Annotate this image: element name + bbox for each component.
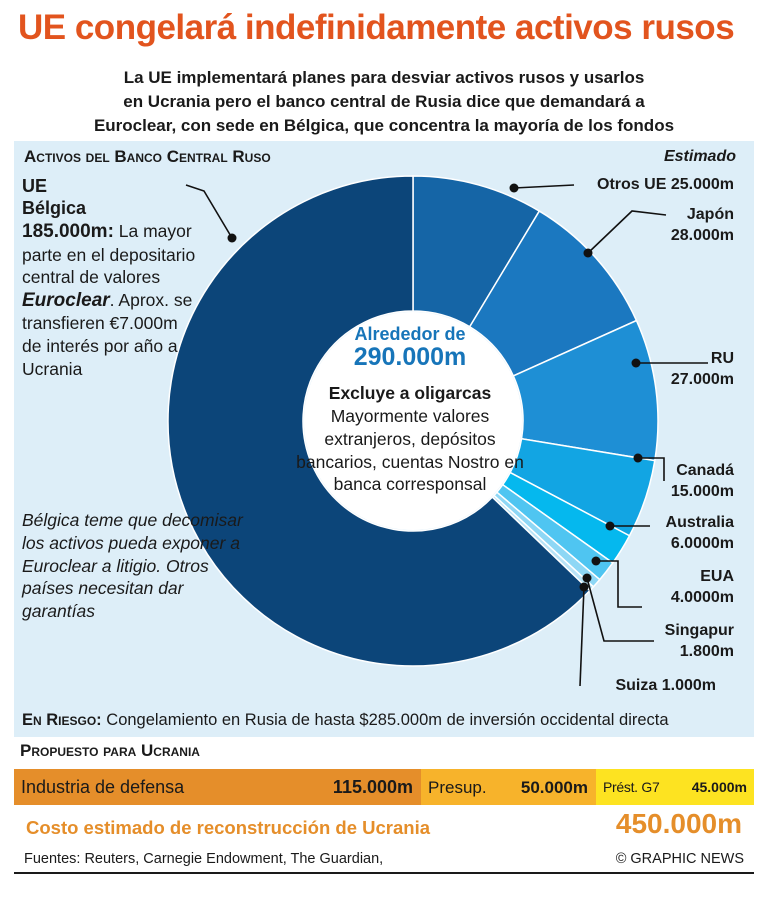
- chart-panel: Activos del Banco Central Ruso Estimado …: [14, 141, 754, 737]
- slice-label-name: Japón: [686, 206, 734, 223]
- center-total-value: 290.000m: [353, 343, 467, 371]
- center-label: Alrededor de: [354, 324, 466, 344]
- belgium-amount: 185.000m:: [22, 221, 114, 242]
- sources: Fuentes: Reuters, Carnegie Endowment, Th…: [24, 851, 384, 867]
- cost-label: Costo estimado de reconstrucción de Ucra…: [26, 817, 431, 838]
- center-description: Mayormente valores extranjeros, depósito…: [296, 406, 524, 495]
- bar-budget: Presup. 50.000m: [421, 769, 596, 805]
- slice-label-suiza: Suiza 1.000m: [615, 676, 716, 697]
- slice-label-name: EUA: [700, 568, 734, 585]
- slice-label-name: Canadá: [676, 462, 734, 479]
- bar-label: Industria de defensa: [21, 777, 185, 797]
- euroclear-label: Euroclear: [22, 289, 110, 311]
- slice-label-name: Suiza: [615, 677, 658, 694]
- leader-dot: [579, 582, 589, 592]
- belgium-note: Bélgica teme que decomisar los activos p…: [22, 510, 243, 622]
- leader-line: [638, 457, 665, 481]
- leader-line: [185, 184, 233, 239]
- belgium-label: Bélgica: [22, 198, 87, 218]
- slice-label-value: 6.0000m: [670, 534, 734, 552]
- slice-label-value: 1.800m: [679, 642, 734, 660]
- bar-defense: Industria de defensa 115.000m: [14, 769, 421, 805]
- leader-dot: [591, 556, 601, 566]
- proposed-heading: Propuesto para Ucrania: [20, 741, 200, 760]
- belgium-text-post: . Aprox. se transfieren €7.000m de inter…: [22, 289, 193, 379]
- slice-label-value: 28.000m: [670, 226, 734, 244]
- subtitle-line: La UE implementará planes para desviar a…: [123, 68, 645, 87]
- subtitle-line: Euroclear, con sede en Bélgica, que conc…: [93, 116, 675, 135]
- center-total: 290.000m: [290, 343, 530, 372]
- slice-label-canada: Canadá 15.000m: [671, 461, 734, 502]
- credit: © GRAPHIC NEWS: [615, 851, 744, 867]
- slice-label-japon: Japón 28.000m: [671, 205, 734, 246]
- leader-dot: [509, 183, 519, 193]
- bar-label: Presup.: [428, 778, 487, 797]
- slice-label-value: 15.000m: [670, 482, 734, 500]
- slice-label-value: 25.000m: [670, 176, 734, 193]
- cost-value: 450.000m: [616, 808, 742, 840]
- slice-label-otros-ue: Otros UE 25.000m: [597, 175, 734, 196]
- leader-dot: [631, 358, 641, 368]
- leader-dot: [633, 453, 643, 463]
- belgium-amount-value: 185.000m:: [22, 221, 114, 242]
- bar-value: 50.000m: [521, 778, 588, 798]
- subtitle-line: en Ucrania pero el banco central de Rusi…: [123, 92, 645, 111]
- slice-label-value: 4.0000m: [670, 588, 734, 606]
- bar-g7-loan: Prést. G7 45.000m: [596, 769, 754, 805]
- leader-line: [586, 577, 654, 642]
- page-title: UE congelará indefinidamente activos rus…: [18, 8, 735, 47]
- slice-label-name: RU: [710, 350, 734, 367]
- donut-chart: [167, 175, 708, 687]
- bar-value-text: 45.000m: [691, 779, 747, 795]
- chart-note: Estimado: [663, 148, 736, 165]
- center-exclude: Excluye a oligarcas: [328, 383, 492, 403]
- belgium-text-pre: La mayor parte en el depositario central…: [22, 221, 196, 288]
- footer-rule: [14, 872, 754, 874]
- risk-note: En Riesgo: Congelamiento en Rusia de has…: [22, 711, 669, 730]
- slice-label-ru: RU 27.000m: [671, 349, 734, 390]
- chart-heading: Activos del Banco Central Ruso: [24, 147, 271, 166]
- slice-label-value: 1.000m: [661, 677, 716, 694]
- leader-line: [587, 210, 667, 254]
- bar-value-text: 50.000m: [520, 778, 588, 797]
- risk-label: En Riesgo:: [22, 711, 102, 729]
- slice-label-name: Australia: [665, 514, 734, 531]
- bar-value: 45.000m: [692, 779, 747, 795]
- leader-dot: [227, 233, 237, 243]
- donut-slice-b-lgica: [167, 175, 591, 667]
- leader-dot: [583, 248, 593, 258]
- slice-label-name: Otros UE: [597, 176, 667, 193]
- slice-label-eua: EUA 4.0000m: [671, 567, 734, 608]
- leader-dot: [605, 521, 615, 531]
- bar-value-text: 115.000m: [332, 777, 413, 797]
- bar-value: 115.000m: [333, 777, 413, 798]
- belgium-text: 185.000m: La mayor parte en el depositar…: [22, 220, 197, 380]
- subtitle: La UE implementará planes para desviar a…: [14, 66, 754, 138]
- risk-text: Congelamiento en Rusia de hasta $285.000…: [101, 711, 669, 729]
- leader-dot: [582, 573, 592, 583]
- donut-center: [304, 312, 522, 530]
- leader-line: [513, 184, 575, 189]
- slice-label-singapur: Singapur 1.800m: [665, 621, 734, 662]
- cost-value-text: 450.000m: [615, 808, 742, 839]
- slice-label-value: 27.000m: [670, 370, 734, 388]
- bar-label: Prést. G7: [603, 779, 660, 795]
- leader-line: [596, 560, 642, 608]
- slice-label-australia: Australia 6.0000m: [666, 513, 734, 554]
- leader-line: [579, 586, 585, 687]
- ue-label: UE: [22, 176, 48, 196]
- slice-label-name: Singapur: [664, 622, 734, 639]
